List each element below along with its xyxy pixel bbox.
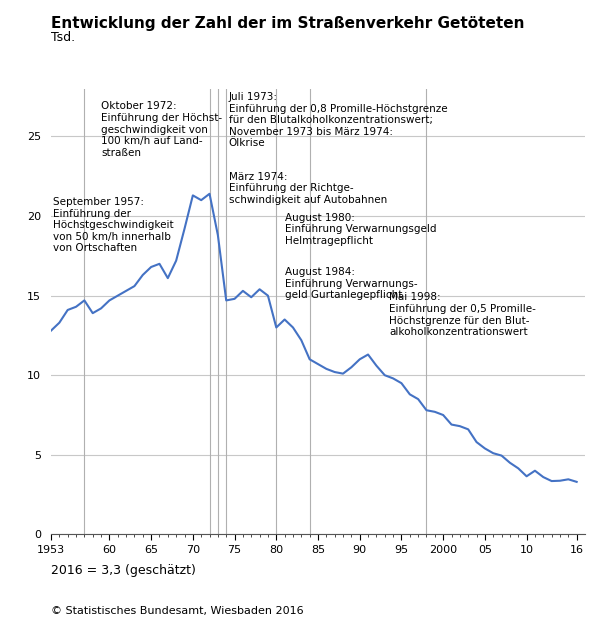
Text: Tsd.: Tsd. [51,31,75,44]
Text: September 1957:
Einführung der
Höchstgeschwindigkeit
von 50 km/h innerhalb
von O: September 1957: Einführung der Höchstges… [53,197,173,253]
Text: Oktober 1972:
Einführung der Höchst-
geschwindigkeit von
100 km/h auf Land-
stra: Oktober 1972: Einführung der Höchst- ges… [101,101,222,158]
Text: März 1974:
Einführung der Richtge-
schwindigkeit auf Autobahnen: März 1974: Einführung der Richtge- schwi… [229,171,387,205]
Text: Mai 1998:
Einführung der 0,5 Promille-
Höchstgrenze für den Blut-
alkoholkonzent: Mai 1998: Einführung der 0,5 Promille- H… [389,292,536,338]
Text: Juli 1973:
Einführung der 0,8 Promille-Höchstgrenze
für den Blutalkoholkonzentra: Juli 1973: Einführung der 0,8 Promille-H… [229,92,448,148]
Text: August 1980:
Einführung Verwarnungsgeld
Helmtragepflicht: August 1980: Einführung Verwarnungsgeld … [284,213,436,246]
Text: August 1984:
Einführung Verwarnungs-
geld Gurtanlegepflicht: August 1984: Einführung Verwarnungs- gel… [284,267,417,300]
Text: © Statistisches Bundesamt, Wiesbaden 2016: © Statistisches Bundesamt, Wiesbaden 201… [51,606,304,616]
Text: 2016 = 3,3 (geschätzt): 2016 = 3,3 (geschätzt) [51,564,196,577]
Text: Entwicklung der Zahl der im Straßenverkehr Getöteten: Entwicklung der Zahl der im Straßenverke… [51,16,524,31]
